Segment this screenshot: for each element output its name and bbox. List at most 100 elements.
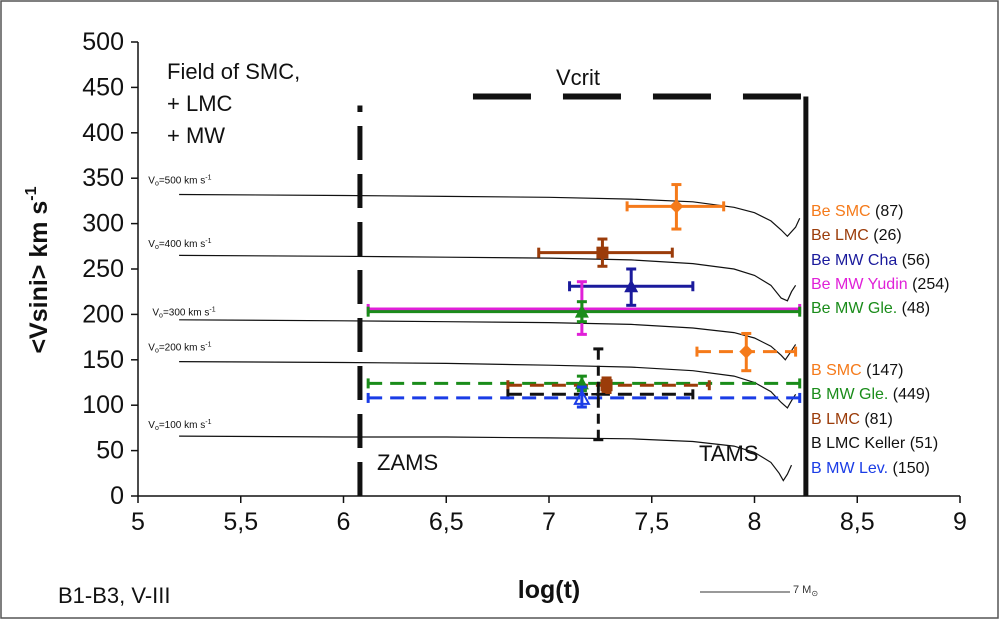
series-point-5 xyxy=(574,304,589,318)
x-tick-label: 6 xyxy=(337,508,351,536)
track-label-part: -1 xyxy=(205,342,211,349)
legend-count: (147) xyxy=(862,362,904,379)
y-tick-label: 200 xyxy=(82,300,124,328)
legend-entry-1: Be SMC (87) xyxy=(811,203,903,220)
y-tick-label: 450 xyxy=(82,73,124,101)
legend-name: Be LMC xyxy=(811,227,869,244)
track-label-part: =100 km s xyxy=(159,420,205,431)
x-tick-label: 5,5 xyxy=(223,508,258,536)
legend-entry-6: B SMC (147) xyxy=(811,362,903,379)
legend-count: (26) xyxy=(869,227,902,244)
legend-count: (48) xyxy=(897,300,930,317)
y-axis-title-sup: -1 xyxy=(23,186,40,200)
legend-name: B LMC xyxy=(811,411,860,428)
tams-label: TAMS xyxy=(699,441,758,466)
track-label-2: Vo=400 km s-1 xyxy=(148,238,211,251)
x-tick-label: 7 xyxy=(542,508,556,536)
series-point-1 xyxy=(669,199,684,214)
legend-count: (449) xyxy=(888,386,930,403)
y-axis-title: <Vsini> km s-1 xyxy=(23,186,53,353)
track-line-3 xyxy=(179,319,797,361)
legend-name: Be MW Gle. xyxy=(811,300,897,317)
x-tick-label: 8 xyxy=(748,508,762,536)
track-line-4 xyxy=(179,361,797,409)
track-label-3: Vo=300 km s-1 xyxy=(152,306,215,319)
x-tick-label: 8,5 xyxy=(840,508,875,536)
mass-legend-label: 7 M⊙ xyxy=(793,584,818,598)
track-label-part: o xyxy=(155,348,159,355)
sun-symbol-icon: ⊙ xyxy=(811,589,818,598)
track-label-part: o xyxy=(155,244,159,251)
legend-entry-3: Be MW Cha (56) xyxy=(811,252,930,269)
y-tick-label: 300 xyxy=(82,210,124,238)
legend-name: Be SMC xyxy=(811,203,871,220)
x-tick-label: 7,5 xyxy=(634,508,669,536)
y-tick-label: 350 xyxy=(82,164,124,192)
y-tick-label: 0 xyxy=(110,482,124,510)
field-text-line-3: + MW xyxy=(167,123,225,148)
legend-count: (150) xyxy=(888,460,930,477)
track-label-part: =300 km s xyxy=(163,307,209,318)
track-label-part: -1 xyxy=(205,238,211,245)
y-axis-title-main: <Vsini> km s xyxy=(25,201,53,354)
track-label-part: o xyxy=(155,181,159,188)
legend-count: (87) xyxy=(871,203,904,220)
legend-count: (56) xyxy=(897,252,930,269)
legend-entry-4: Be MW Yudin (254) xyxy=(811,276,949,293)
series-point-3 xyxy=(624,279,639,293)
track-line-2 xyxy=(179,254,797,302)
legend-entry-10: B MW Lev. (150) xyxy=(811,460,930,477)
legend-entry-7: B MW Gle. (449) xyxy=(811,386,930,403)
series-point-10 xyxy=(573,388,591,405)
track-label-part: V xyxy=(148,420,155,431)
y-tick-label: 150 xyxy=(82,346,124,374)
legend-count: (254) xyxy=(908,276,950,293)
track-label-part: o xyxy=(159,312,163,319)
plot-area: 0 50 100 150 200 250 300 350 400 450 500 5 5,5 6 6,5 7 7… xyxy=(82,28,967,536)
legend-entry-9: B LMC Keller (51) xyxy=(811,435,938,452)
legend-entry-5: Be MW Gle. (48) xyxy=(811,300,930,317)
legend-name: Be MW Cha xyxy=(811,252,897,269)
bottom-left-note: B1-B3, V-III xyxy=(58,583,171,608)
y-tick-label: 100 xyxy=(82,391,124,419)
series-point-6 xyxy=(739,344,754,359)
mass-legend-text: 7 M xyxy=(793,584,811,596)
legend-count: (51) xyxy=(905,435,938,452)
x-tick-label: 6,5 xyxy=(429,508,464,536)
legend-entry-2: Be LMC (26) xyxy=(811,227,902,244)
track-label-5: Vo=100 km s-1 xyxy=(148,419,211,432)
y-tick-label: 50 xyxy=(96,437,124,465)
track-label-1: Vo=500 km s-1 xyxy=(148,175,211,188)
track-label-4: Vo=200 km s-1 xyxy=(148,342,211,355)
track-label-part: -1 xyxy=(205,419,211,426)
legend-name: B MW Gle. xyxy=(811,386,888,403)
field-text-line-2: + LMC xyxy=(167,91,233,116)
legend-name: B MW Lev. xyxy=(811,460,888,477)
legend-name: B SMC xyxy=(811,362,862,379)
track-line-5 xyxy=(179,435,793,482)
track-label-part: V xyxy=(148,239,155,250)
track-label-part: -1 xyxy=(205,175,211,182)
x-tick-label: 9 xyxy=(953,508,967,536)
vcrit-label: Vcrit xyxy=(556,65,600,90)
track-label-part: o xyxy=(155,425,159,432)
track-label-part: =400 km s xyxy=(159,239,205,250)
legend-name: Be MW Yudin xyxy=(811,276,908,293)
track-label-part: =500 km s xyxy=(159,176,205,187)
track-label-part: V xyxy=(148,176,155,187)
series-point-8 xyxy=(600,379,613,392)
x-axis-title: log(t) xyxy=(518,576,580,604)
legend-entry-8: B LMC (81) xyxy=(811,411,893,428)
y-tick-label: 250 xyxy=(82,255,124,283)
track-label-part: V xyxy=(152,307,159,318)
legend-count: (81) xyxy=(860,411,893,428)
zams-label: ZAMS xyxy=(377,450,438,475)
field-text-line-1: Field of SMC, xyxy=(167,59,300,84)
series-point-2 xyxy=(596,246,609,259)
series-point-9 xyxy=(591,387,606,402)
y-tick-label: 400 xyxy=(82,119,124,147)
track-label-part: -1 xyxy=(209,306,215,313)
track-label-part: V xyxy=(148,343,155,354)
track-line-1 xyxy=(179,193,801,238)
